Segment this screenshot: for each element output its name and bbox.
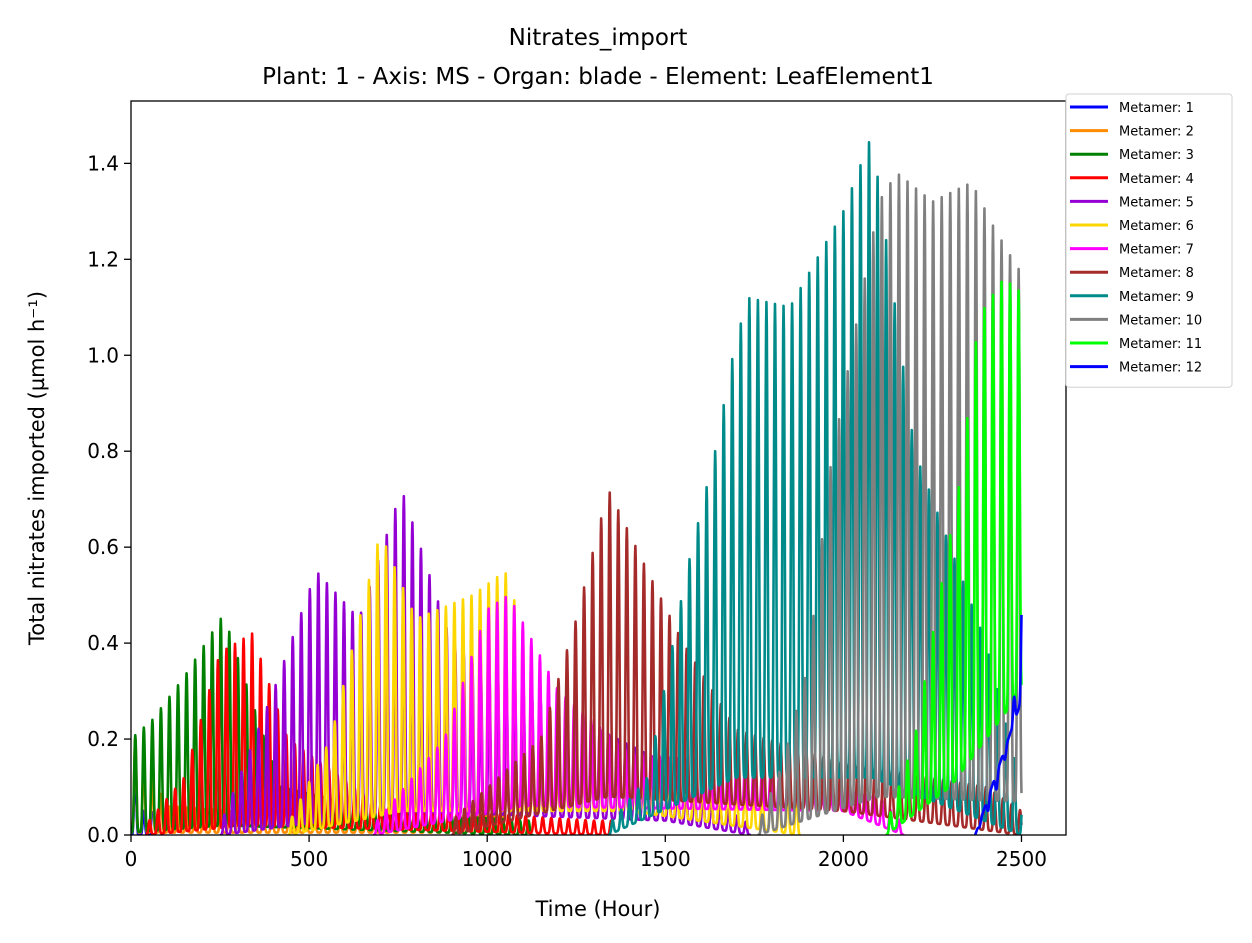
y-tick-label: 0.6	[87, 535, 119, 559]
y-tick-label: 0.8	[87, 439, 119, 463]
legend-label: Metamer: 7	[1119, 243, 1194, 258]
legend-label: Metamer: 1	[1119, 101, 1194, 116]
legend-label: Metamer: 10	[1119, 313, 1202, 328]
y-axis-label: Total nitrates imported (µmol h⁻¹)	[25, 291, 49, 646]
x-axis-label: Time (Hour)	[534, 897, 660, 921]
y-tick-label: 1.2	[87, 247, 119, 271]
plot-area	[131, 140, 1023, 835]
legend-label: Metamer: 3	[1119, 148, 1194, 163]
x-tick-label: 500	[290, 847, 328, 871]
y-tick-label: 1.0	[87, 343, 119, 367]
x-tick-label: 2000	[818, 847, 869, 871]
legend-label: Metamer: 8	[1119, 266, 1194, 281]
x-tick-label: 2500	[996, 847, 1047, 871]
legend-label: Metamer: 4	[1119, 172, 1194, 187]
legend-box	[1065, 93, 1233, 388]
x-tick-label: 1500	[640, 847, 691, 871]
legend: Metamer: 1 Metamer: 2 Metamer: 3 Metamer: 4…	[1065, 93, 1233, 388]
y-tick-label: 0.4	[87, 631, 119, 655]
series-line-11	[885, 280, 1023, 835]
y-tick-label: 0.0	[87, 823, 119, 847]
chart-subtitle: Plant: 1 - Axis: MS - Organ: blade - Ele…	[262, 64, 934, 90]
x-tick-label: 1000	[462, 847, 513, 871]
legend-label: Metamer: 6	[1119, 219, 1194, 234]
x-tick-label: 0	[125, 847, 138, 871]
legend-label: Metamer: 9	[1119, 290, 1194, 305]
axes: 0 500 1000 1500 2000 2500 0.0 0.2 0.4 0.6 0.8 1.0 1.…	[87, 100, 1067, 871]
chart-title: Nitrates_import	[509, 25, 688, 51]
legend-label: Metamer: 11	[1119, 337, 1202, 352]
series-line-12	[973, 614, 1023, 835]
y-tick-label: 0.2	[87, 727, 119, 751]
legend-label: Metamer: 2	[1119, 125, 1194, 140]
plot-frame	[130, 100, 1067, 836]
y-tick-label: 1.4	[87, 151, 119, 175]
legend-label: Metamer: 12	[1119, 361, 1202, 376]
legend-label: Metamer: 5	[1119, 195, 1194, 210]
